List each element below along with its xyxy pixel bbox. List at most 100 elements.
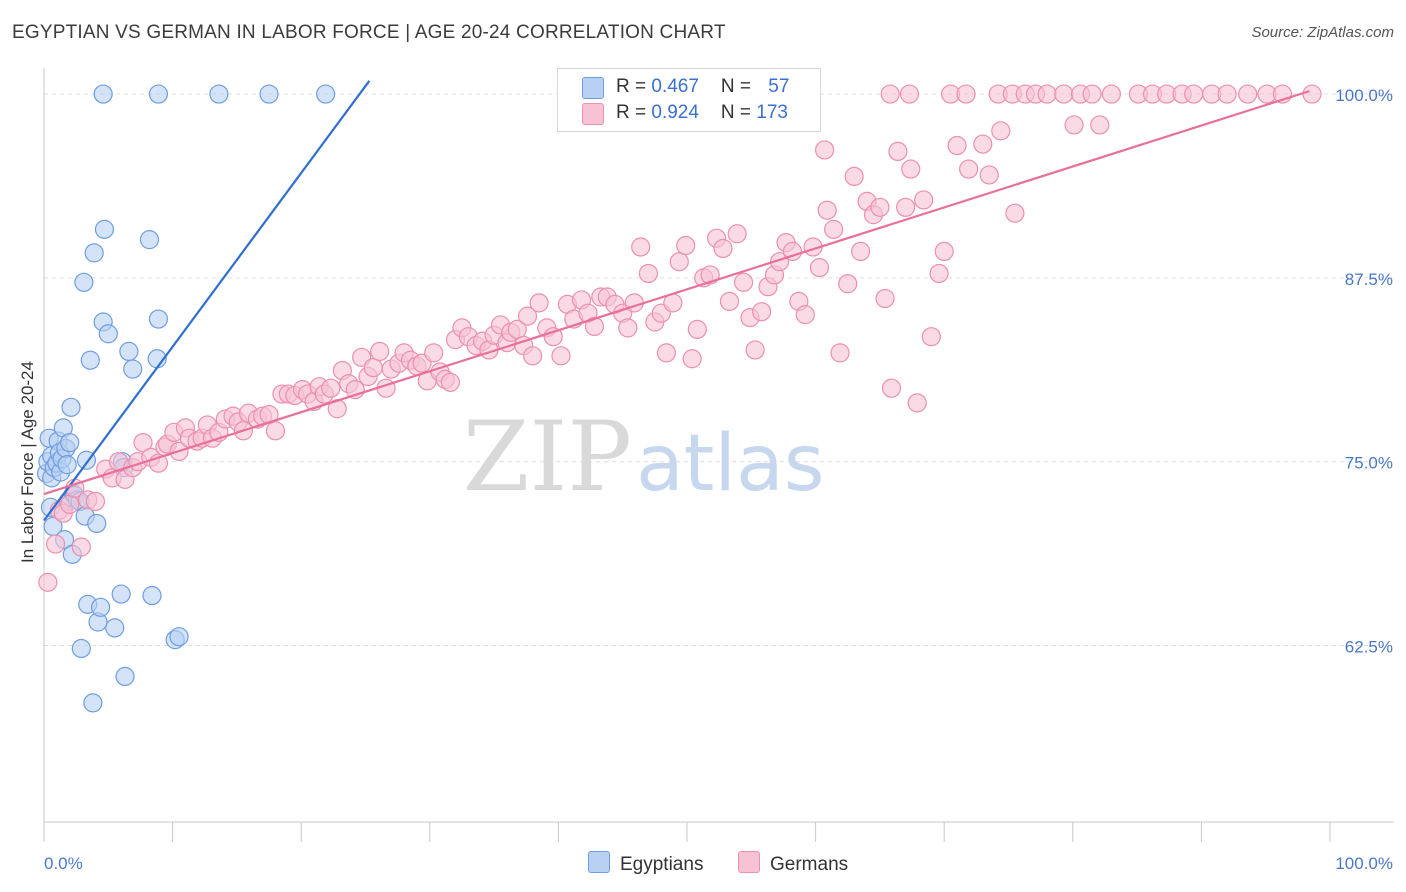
german-point (584, 316, 605, 337)
german-point (817, 200, 837, 220)
german-point (934, 241, 954, 262)
trend-lines (43, 80, 1310, 522)
egyptian-point (119, 341, 139, 362)
chart-title: EGYPTIAN VS GERMAN IN LABOR FORCE | AGE … (12, 22, 726, 43)
german-point (851, 241, 871, 262)
egyptian-point (148, 309, 169, 329)
egyptian-point (123, 359, 143, 379)
egyptian-point (142, 585, 162, 606)
legend-n-value: 173 (756, 102, 788, 123)
german-point (687, 319, 707, 339)
egyptian-point (80, 350, 100, 370)
trend-line-germans (43, 90, 1310, 496)
y-tick-label: 62.5% (1345, 638, 1393, 657)
german-point (1037, 84, 1057, 104)
german-point (370, 341, 390, 362)
egyptian-point (71, 638, 91, 659)
german-point (1082, 84, 1102, 104)
egyptian-point (87, 513, 107, 534)
egyptian-point (57, 455, 77, 475)
german-point (907, 393, 927, 413)
german-point (529, 293, 549, 313)
gridlines (44, 93, 1394, 647)
german-point (1302, 84, 1322, 104)
egyptian-point (139, 230, 160, 250)
german-point (875, 288, 895, 309)
egyptian-point (94, 219, 115, 239)
y-tick-label: 87.5% (1345, 270, 1393, 289)
egyptian-point (169, 627, 189, 647)
german-point (896, 197, 916, 217)
german-point (956, 84, 976, 104)
german-point (809, 257, 830, 278)
german-point (676, 235, 696, 256)
bottom-legend-germans: Germans (738, 851, 848, 876)
german-point (899, 84, 920, 104)
german-point (815, 140, 835, 160)
egyptian-point (61, 397, 81, 417)
german-point (507, 319, 527, 339)
german-point (727, 224, 747, 244)
german-point (751, 302, 772, 322)
german-point (888, 141, 908, 162)
egyptian-point (115, 666, 135, 687)
egyptian-point (74, 272, 94, 292)
german-point (424, 343, 444, 363)
legend-swatch-germans (582, 103, 604, 125)
source-label: Source: ZipAtlas.com (1251, 24, 1394, 41)
german-point (795, 305, 815, 325)
german-point (973, 134, 993, 154)
y-axis-label: In Labor Force | Age 20-24 (18, 361, 37, 563)
egyptian-point (105, 618, 125, 638)
bottom-legend-swatch-germans (738, 851, 760, 873)
german-point (870, 197, 890, 217)
german-point (618, 318, 638, 338)
german-point (1101, 84, 1121, 104)
watermark-atlas: atlas (636, 419, 825, 509)
watermark: ZIP atlas (463, 401, 825, 513)
german-point (921, 327, 941, 347)
german-point (523, 346, 543, 366)
german-point (959, 159, 979, 179)
german-point (824, 219, 844, 239)
german-point (551, 346, 571, 366)
legend-r-value: 0.924 (651, 102, 699, 123)
german-point (440, 372, 460, 392)
german-point (979, 165, 999, 185)
german-point (947, 135, 967, 156)
tick-labels: 62.5% 75.0% 87.5% 100.0% 0.0% 100.0% (44, 86, 1393, 873)
egyptian-point (90, 597, 111, 617)
legend: R = 0.467 N = 57 R = 0.924 N = 173 (557, 68, 821, 132)
german-point (265, 421, 286, 441)
german-point (517, 306, 538, 326)
egyptian-point (60, 432, 80, 453)
egyptian-point (111, 584, 131, 604)
german-point (85, 491, 106, 512)
german-point (363, 357, 383, 378)
german-point (1217, 84, 1237, 104)
german-point (719, 291, 740, 312)
german-point (733, 272, 754, 292)
german-point (844, 166, 864, 187)
german-point (880, 84, 900, 104)
german-point (1054, 84, 1074, 104)
german-point (914, 190, 934, 210)
german-point (682, 349, 702, 369)
x-tick-label: 0.0% (44, 854, 83, 873)
german-point (321, 378, 341, 398)
egyptian-point (316, 84, 336, 104)
german-point (45, 534, 66, 554)
german-point (60, 494, 80, 514)
german-point (991, 121, 1011, 141)
bottom-legend-swatch-egyptians (588, 851, 610, 873)
german-point (1090, 115, 1110, 135)
german-point (929, 263, 949, 284)
german-point (1184, 84, 1204, 104)
german-point (38, 572, 58, 592)
german-point (782, 241, 803, 262)
y-tick-label: 100.0% (1335, 86, 1393, 105)
egyptian-point (84, 243, 104, 263)
german-point (881, 378, 902, 398)
german-point (830, 343, 850, 363)
